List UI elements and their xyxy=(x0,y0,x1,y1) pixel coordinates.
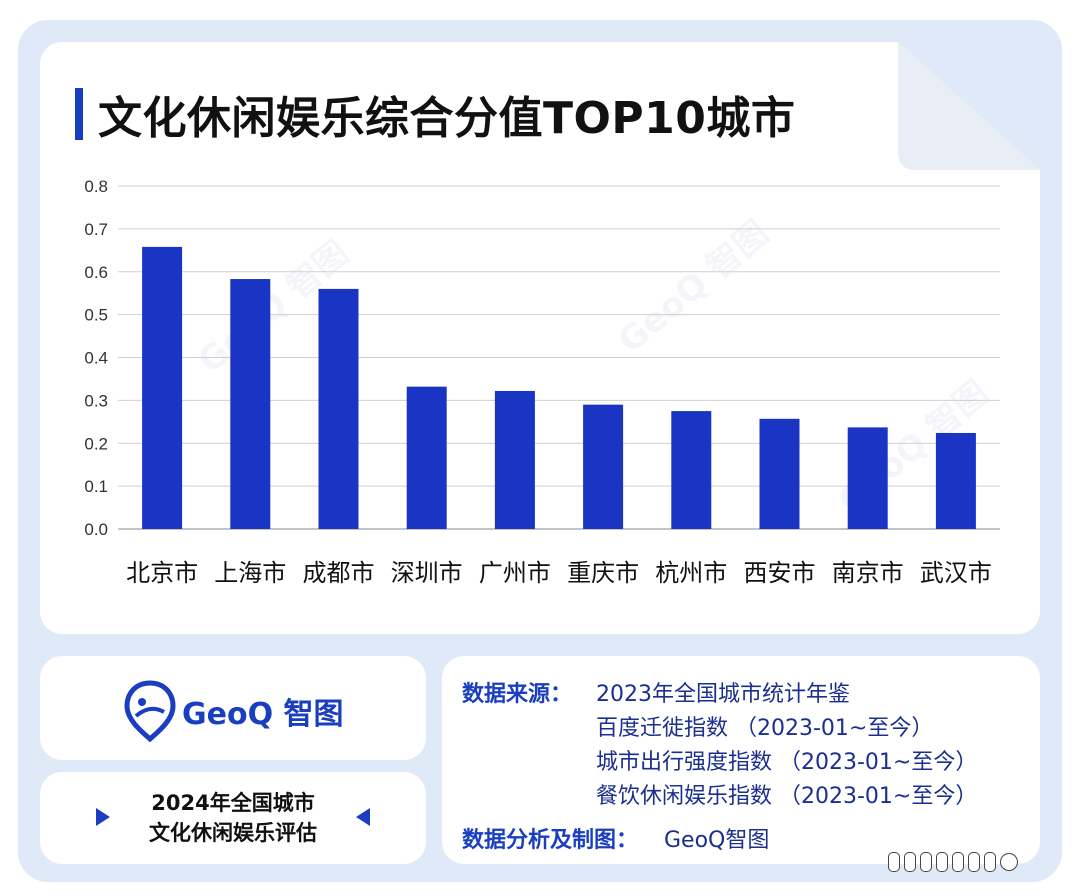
geoq-pin-icon xyxy=(124,680,176,742)
title-accent-bar xyxy=(75,88,83,140)
x-tick-label: 深圳市 xyxy=(391,559,463,587)
brand-logo: GeoQ 智图 xyxy=(124,680,344,742)
y-tick-label: 0.1 xyxy=(84,477,108,496)
evaluation-line2: 文化休闲娱乐评估 xyxy=(149,821,317,845)
bar xyxy=(230,279,271,529)
y-tick-label: 0.4 xyxy=(84,349,108,368)
source-label: 数据来源： xyxy=(462,682,573,707)
analysis-label: 数据分析及制图： xyxy=(462,828,639,853)
bar xyxy=(406,386,447,529)
analysis-value: GeoQ智图 xyxy=(664,828,770,853)
chart-title: 文化休闲娱乐综合分值TOP10城市 xyxy=(98,93,796,144)
brand-name: GeoQ 智图 xyxy=(182,697,344,732)
y-tick-label: 0.7 xyxy=(84,220,108,239)
x-tick-label: 西安市 xyxy=(744,559,816,587)
y-tick-label: 0.0 xyxy=(84,520,108,539)
x-tick-label: 南京市 xyxy=(832,559,904,587)
x-tick-label: 武汉市 xyxy=(920,559,992,587)
page-fold-decoration xyxy=(898,42,1040,170)
y-tick-label: 0.3 xyxy=(84,391,108,410)
bar xyxy=(318,288,359,529)
x-tick-label: 北京市 xyxy=(126,559,198,587)
source-item: 餐饮休闲娱乐指数 （2023-01~至今） xyxy=(596,784,978,809)
bar xyxy=(494,390,535,529)
more-options-icon[interactable] xyxy=(888,852,1018,872)
x-tick-label: 上海市 xyxy=(214,559,286,587)
chart-card xyxy=(40,42,1040,634)
bar xyxy=(759,418,800,529)
bar xyxy=(583,404,624,529)
evaluation-line1: 2024年全国城市 xyxy=(151,791,315,815)
y-tick-label: 0.8 xyxy=(84,177,108,196)
bar xyxy=(935,432,976,529)
bar xyxy=(847,427,888,529)
right-arrow-icon xyxy=(356,808,370,826)
x-tick-label: 广州市 xyxy=(479,559,551,587)
source-item: 百度迁徙指数 （2023-01~至今） xyxy=(596,716,934,741)
left-arrow-icon xyxy=(96,808,110,826)
source-item: 城市出行强度指数 （2023-01~至今） xyxy=(596,750,978,775)
logo-card xyxy=(40,656,426,760)
bar xyxy=(671,411,712,529)
x-tick-label: 成都市 xyxy=(303,559,375,587)
y-tick-label: 0.6 xyxy=(84,263,108,282)
bar-chart: 0.0 0.1 0.2 0.3 0.4 0.5 0.6 0.7 0.8 北京市 上海市 成都市 深圳市广… xyxy=(84,177,1000,587)
source-card xyxy=(442,656,1040,864)
x-tick-label: 杭州市 xyxy=(655,559,727,587)
y-tick-label: 0.2 xyxy=(84,434,108,453)
y-tick-label: 0.5 xyxy=(84,306,108,325)
evaluation-text: 2024年全国城市 文化休闲娱乐评估 xyxy=(120,788,346,848)
x-tick-label: 重庆市 xyxy=(567,559,639,587)
bar xyxy=(142,246,183,529)
source-item: 2023年全国城市统计年鉴 xyxy=(596,682,850,707)
